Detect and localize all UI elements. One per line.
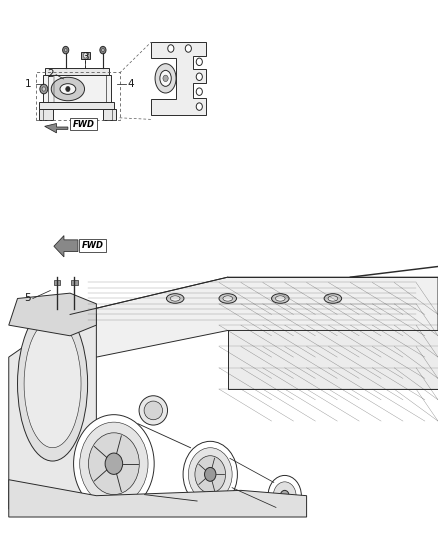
Text: FWD: FWD [73,120,95,128]
Polygon shape [70,277,438,362]
Bar [81,52,90,59]
Ellipse shape [223,296,233,301]
Ellipse shape [155,63,176,93]
Polygon shape [45,124,68,133]
Circle shape [188,448,232,501]
Circle shape [205,467,216,481]
Circle shape [88,433,139,495]
Bar [39,109,53,120]
Text: FWD: FWD [81,241,103,250]
Text: 3: 3 [82,52,89,62]
Ellipse shape [160,70,171,86]
Circle shape [74,415,154,513]
Ellipse shape [328,296,338,301]
Bar [70,118,97,130]
Circle shape [196,103,202,110]
Bar [54,280,60,285]
Text: 4: 4 [127,79,134,88]
Bar [43,75,111,102]
Bar [103,109,116,120]
Ellipse shape [276,296,285,301]
Circle shape [64,49,67,52]
Text: 5: 5 [24,294,31,303]
Circle shape [105,453,123,474]
Circle shape [80,422,148,505]
Text: 1: 1 [25,79,32,89]
Bar [36,72,120,120]
Circle shape [268,475,301,516]
Circle shape [163,75,168,82]
Bar [71,280,78,285]
Polygon shape [9,480,307,517]
Ellipse shape [139,395,167,425]
Ellipse shape [60,84,76,94]
Ellipse shape [219,294,237,303]
Circle shape [195,456,226,493]
Text: 2: 2 [47,69,54,78]
Bar [79,239,106,252]
Polygon shape [228,277,438,389]
Circle shape [42,87,46,91]
Circle shape [196,58,202,66]
Ellipse shape [24,320,81,448]
Circle shape [183,441,237,507]
Ellipse shape [18,306,88,461]
Ellipse shape [144,401,162,420]
Polygon shape [9,314,96,509]
Polygon shape [54,236,78,257]
Polygon shape [9,293,96,336]
Ellipse shape [166,294,184,303]
Circle shape [196,73,202,80]
Ellipse shape [324,294,342,303]
Circle shape [273,482,296,510]
Circle shape [66,86,70,92]
Circle shape [102,49,104,52]
Circle shape [196,88,202,95]
Ellipse shape [170,296,180,301]
Circle shape [83,53,88,58]
Circle shape [168,45,174,52]
Ellipse shape [51,77,85,101]
Bar [45,68,109,75]
Circle shape [40,84,48,94]
Bar [39,102,114,109]
Polygon shape [151,42,206,115]
Circle shape [63,46,69,54]
Ellipse shape [272,294,289,303]
Circle shape [100,46,106,54]
Circle shape [185,45,191,52]
Circle shape [280,490,289,501]
